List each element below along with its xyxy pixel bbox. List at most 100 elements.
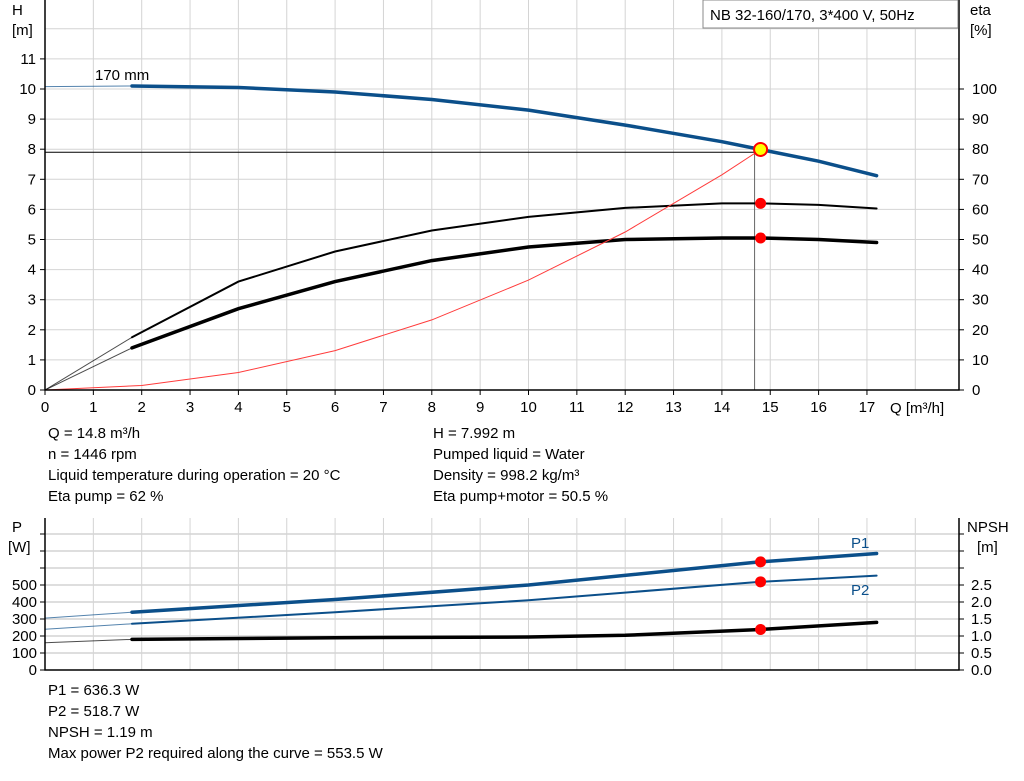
eta-tick-label: 50 bbox=[972, 232, 989, 249]
h-tick-label: 9 bbox=[28, 111, 36, 128]
eta-pump-curve-extrapolated bbox=[44, 336, 133, 391]
info-density: Density = 998.2 kg/m³ bbox=[433, 467, 580, 484]
info-left-column: Q = 14.8 m³/h n = 1446 rpm Liquid temper… bbox=[48, 423, 340, 507]
top-plot-axes bbox=[44, 0, 960, 391]
x-tick-label: 7 bbox=[379, 399, 387, 416]
info-flow: Q = 14.8 m³/h bbox=[48, 425, 141, 442]
h-tick-label: 10 bbox=[19, 81, 36, 98]
info-max-power: Max power P2 required along the curve = … bbox=[48, 745, 383, 762]
x-tick-label: 16 bbox=[810, 399, 827, 416]
eta-tick-label: 90 bbox=[972, 111, 989, 128]
p2-curve-extrapolated bbox=[44, 623, 133, 630]
p1-curve bbox=[130, 551, 879, 614]
eta-tick-label: 40 bbox=[972, 262, 989, 279]
npsh-tick-label: 1.5 bbox=[971, 611, 992, 628]
x-tick-label: 5 bbox=[283, 399, 291, 416]
p-axis-label: P bbox=[12, 519, 22, 536]
h-tick-label: 3 bbox=[28, 292, 36, 309]
head-curve bbox=[130, 84, 879, 178]
h-axis-unit: [m] bbox=[12, 22, 33, 39]
h-tick-label: 11 bbox=[20, 51, 36, 68]
p2-series-label: P2 bbox=[851, 582, 869, 599]
x-tick-label: 8 bbox=[428, 399, 436, 416]
p-tick-label: 200 bbox=[12, 628, 37, 645]
eta-tick-label: 70 bbox=[972, 171, 989, 188]
h-tick-label: 6 bbox=[28, 201, 36, 218]
info-eta-pump-motor: Eta pump+motor = 50.5 % bbox=[433, 488, 609, 505]
npsh-tick-label: 0.5 bbox=[971, 645, 992, 662]
bottom-plot-axes bbox=[44, 518, 960, 671]
npsh-curve bbox=[130, 620, 879, 642]
x-tick-label: 4 bbox=[234, 399, 242, 416]
info-right-column: H = 7.992 m Pumped liquid = Water Densit… bbox=[433, 423, 608, 507]
x-tick-label: 15 bbox=[762, 399, 779, 416]
p-tick-label: 0 bbox=[29, 662, 37, 679]
info-npsh: NPSH = 1.19 m bbox=[48, 724, 153, 741]
system-curve bbox=[44, 149, 761, 391]
eta-pump-motor-duty-point bbox=[755, 232, 767, 244]
h-tick-label: 1 bbox=[28, 352, 36, 369]
h-tick-label: 0 bbox=[28, 382, 36, 399]
npsh-curve-extrapolated bbox=[44, 638, 133, 644]
x-tick-label: 6 bbox=[331, 399, 339, 416]
eta-pump-curve bbox=[131, 202, 878, 339]
eta-tick-label: 20 bbox=[972, 322, 989, 339]
info-liquid-temperature: Liquid temperature during operation = 20… bbox=[48, 467, 341, 484]
h-tick-label: 4 bbox=[28, 262, 36, 279]
x-tick-label: 11 bbox=[569, 399, 585, 416]
eta-axis-unit: [%] bbox=[970, 22, 992, 39]
p-tick-label: 500 bbox=[12, 577, 37, 594]
eta-axis-label: eta bbox=[970, 2, 992, 19]
h-tick-label: 2 bbox=[28, 322, 36, 339]
eta-tick-label: 80 bbox=[972, 141, 989, 158]
eta-tick-label: 30 bbox=[972, 292, 989, 309]
npsh-duty-point bbox=[755, 624, 767, 636]
x-tick-label: 14 bbox=[714, 399, 731, 416]
npsh-tick-label: 1.0 bbox=[971, 628, 992, 645]
npsh-tick-label: 2.0 bbox=[971, 594, 992, 611]
x-tick-label: 0 bbox=[41, 399, 49, 416]
info-speed: n = 1446 rpm bbox=[48, 446, 137, 463]
q-axis-label: Q [m³/h] bbox=[890, 400, 944, 417]
p-tick-label: 100 bbox=[12, 645, 37, 662]
npsh-axis-unit: [m] bbox=[977, 539, 998, 556]
info-p2: P2 = 518.7 W bbox=[48, 703, 140, 720]
h-axis-label: H bbox=[12, 2, 23, 19]
info-power: P1 = 636.3 W P2 = 518.7 W NPSH = 1.19 m … bbox=[48, 680, 383, 764]
eta-pump-motor-curve-extrapolated bbox=[44, 347, 133, 391]
eta-tick-label: 10 bbox=[972, 352, 989, 369]
x-tick-label: 10 bbox=[520, 399, 537, 416]
eta-pump-duty-point bbox=[755, 197, 767, 209]
eta-tick-label: 0 bbox=[972, 382, 980, 399]
x-tick-label: 9 bbox=[476, 399, 484, 416]
pump-title: NB 32-160/170, 3*400 V, 50Hz bbox=[710, 7, 915, 24]
x-tick-label: 2 bbox=[138, 399, 146, 416]
x-tick-label: 12 bbox=[617, 399, 634, 416]
p1-curve-extrapolated bbox=[44, 611, 133, 619]
head-curve-extrapolated bbox=[44, 85, 133, 88]
p-tick-label: 400 bbox=[12, 594, 37, 611]
p1-series-label: P1 bbox=[851, 535, 869, 552]
eta-pump-motor-curve bbox=[130, 236, 879, 350]
p1-duty-point bbox=[755, 556, 767, 568]
npsh-tick-label: 2.5 bbox=[971, 577, 992, 594]
x-tick-label: 13 bbox=[665, 399, 682, 416]
info-eta-pump: Eta pump = 62 % bbox=[48, 488, 164, 505]
npsh-axis-label: NPSH bbox=[967, 519, 1009, 536]
npsh-tick-label: 0.0 bbox=[971, 662, 992, 679]
p-tick-label: 300 bbox=[12, 611, 37, 628]
duty-point-marker bbox=[753, 141, 769, 157]
curve-diameter-label: 170 mm bbox=[95, 67, 149, 84]
x-tick-label: 17 bbox=[859, 399, 876, 416]
p2-duty-point bbox=[755, 576, 767, 588]
p2-curve bbox=[131, 574, 878, 625]
info-p1: P1 = 636.3 W bbox=[48, 682, 140, 699]
h-tick-label: 7 bbox=[28, 171, 36, 188]
pump-title-box bbox=[702, 0, 959, 29]
x-tick-label: 3 bbox=[186, 399, 194, 416]
eta-tick-label: 100 bbox=[972, 81, 997, 98]
x-tick-label: 1 bbox=[89, 399, 97, 416]
h-tick-label: 8 bbox=[28, 141, 36, 158]
p-axis-unit: [W] bbox=[8, 539, 31, 556]
